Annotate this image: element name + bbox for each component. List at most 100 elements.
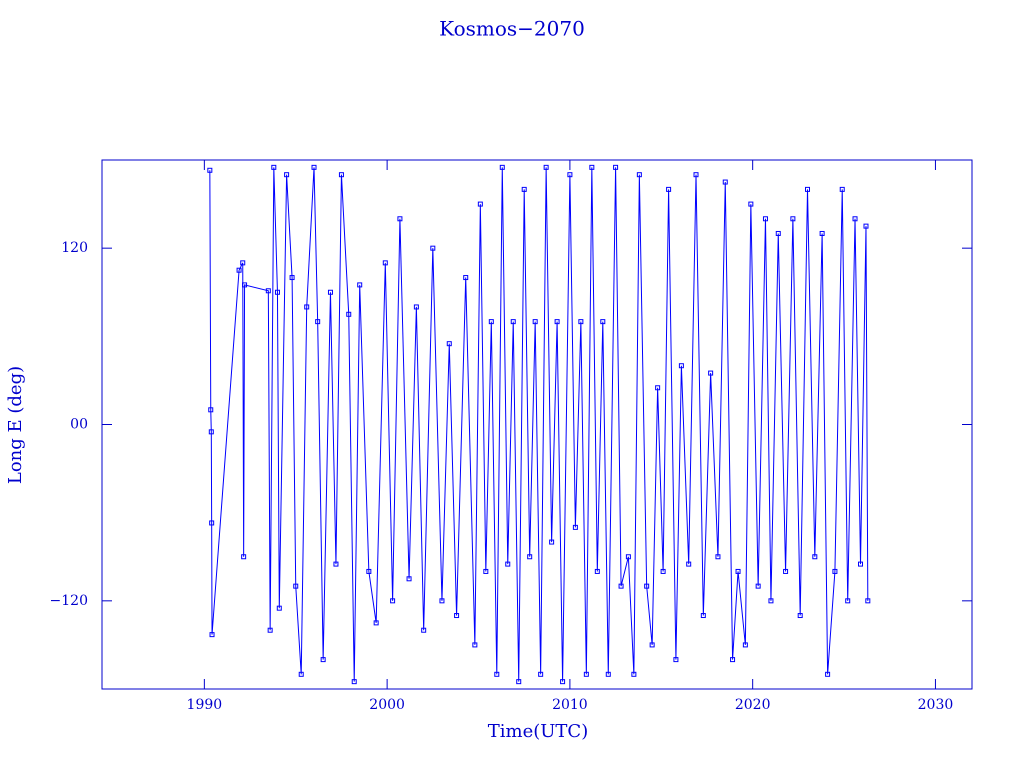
data-point: [298, 671, 304, 677]
data-point: [686, 561, 692, 567]
data-point: [293, 583, 299, 589]
data-point: [209, 632, 215, 638]
data-point: [397, 216, 403, 222]
data-point: [594, 568, 600, 574]
data-point: [649, 642, 655, 648]
data-point: [276, 605, 282, 611]
data-point: [742, 642, 748, 648]
data-point: [589, 164, 595, 170]
data-point: [333, 561, 339, 567]
data-point: [532, 319, 538, 325]
data-point: [209, 520, 215, 526]
data-point: [783, 568, 789, 574]
data-point: [390, 598, 396, 604]
data-point: [863, 223, 869, 229]
data-point: [600, 319, 606, 325]
data-point: [521, 186, 527, 192]
x-tick-label: 2000: [369, 697, 405, 713]
x-tick-label: 2020: [735, 697, 771, 713]
chart-title: Kosmos−2070: [439, 17, 585, 41]
data-point: [538, 671, 544, 677]
x-axis-label: Time(UTC): [488, 721, 588, 742]
data-point: [315, 319, 321, 325]
data-point: [567, 172, 573, 178]
data-point: [845, 598, 851, 604]
data-point: [454, 613, 460, 619]
data-point: [439, 598, 445, 604]
data-point: [208, 429, 214, 435]
data-point: [631, 671, 637, 677]
data-point: [644, 583, 650, 589]
data-point: [832, 568, 838, 574]
data-point: [327, 289, 333, 295]
data-point: [241, 554, 247, 560]
data-point: [715, 554, 721, 560]
data-point: [578, 319, 584, 325]
data-point: [366, 568, 372, 574]
data-point: [289, 275, 295, 281]
data-line: [209, 167, 869, 682]
data-point: [265, 288, 271, 294]
data-point: [825, 671, 831, 677]
data-point: [852, 216, 858, 222]
data-point: [346, 311, 352, 317]
data-point: [560, 679, 566, 685]
data-point: [554, 319, 560, 325]
data-point: [605, 671, 611, 677]
data-point: [527, 554, 533, 560]
data-point: [494, 671, 500, 677]
data-point: [311, 164, 317, 170]
data-point: [655, 385, 661, 391]
data-point: [722, 179, 728, 185]
data-point: [812, 554, 818, 560]
data-point: [748, 201, 754, 207]
data-point: [636, 172, 642, 178]
data-point: [267, 627, 273, 633]
data-point: [735, 568, 741, 574]
data-point: [673, 657, 679, 663]
data-point: [505, 561, 511, 567]
data-point: [208, 407, 214, 413]
data-point: [708, 370, 714, 376]
data-point: [483, 568, 489, 574]
data-point: [320, 657, 326, 663]
data-point: [618, 583, 624, 589]
data-point: [413, 304, 419, 310]
x-tick-label: 1990: [187, 697, 223, 713]
data-point: [304, 304, 310, 310]
data-point: [613, 164, 619, 170]
data-point: [839, 186, 845, 192]
data-point: [805, 186, 811, 192]
data-point: [284, 172, 290, 178]
y-tick-label: 120: [61, 240, 88, 256]
y-tick-label: −120: [50, 593, 88, 609]
data-point: [373, 620, 379, 626]
data-point: [755, 583, 761, 589]
data-point: [472, 642, 478, 648]
data-point: [790, 216, 796, 222]
data-point: [274, 289, 280, 295]
data-point: [421, 627, 427, 633]
data-point: [693, 172, 699, 178]
data-point: [463, 275, 469, 281]
data-point: [207, 167, 213, 173]
data-point: [678, 363, 684, 369]
data-point: [357, 282, 363, 288]
data-point: [797, 613, 803, 619]
data-point: [271, 164, 277, 170]
y-tick-label: 00: [70, 417, 88, 433]
data-point: [488, 319, 494, 325]
data-point: [382, 260, 388, 266]
data-point: [768, 598, 774, 604]
x-tick-label: 2030: [918, 697, 954, 713]
data-point: [583, 671, 589, 677]
data-point: [730, 657, 736, 663]
data-point: [510, 319, 516, 325]
data-point: [700, 613, 706, 619]
data-point: [543, 164, 549, 170]
data-point: [446, 341, 452, 347]
data-point: [819, 230, 825, 236]
data-point: [338, 172, 344, 178]
data-point: [660, 568, 666, 574]
